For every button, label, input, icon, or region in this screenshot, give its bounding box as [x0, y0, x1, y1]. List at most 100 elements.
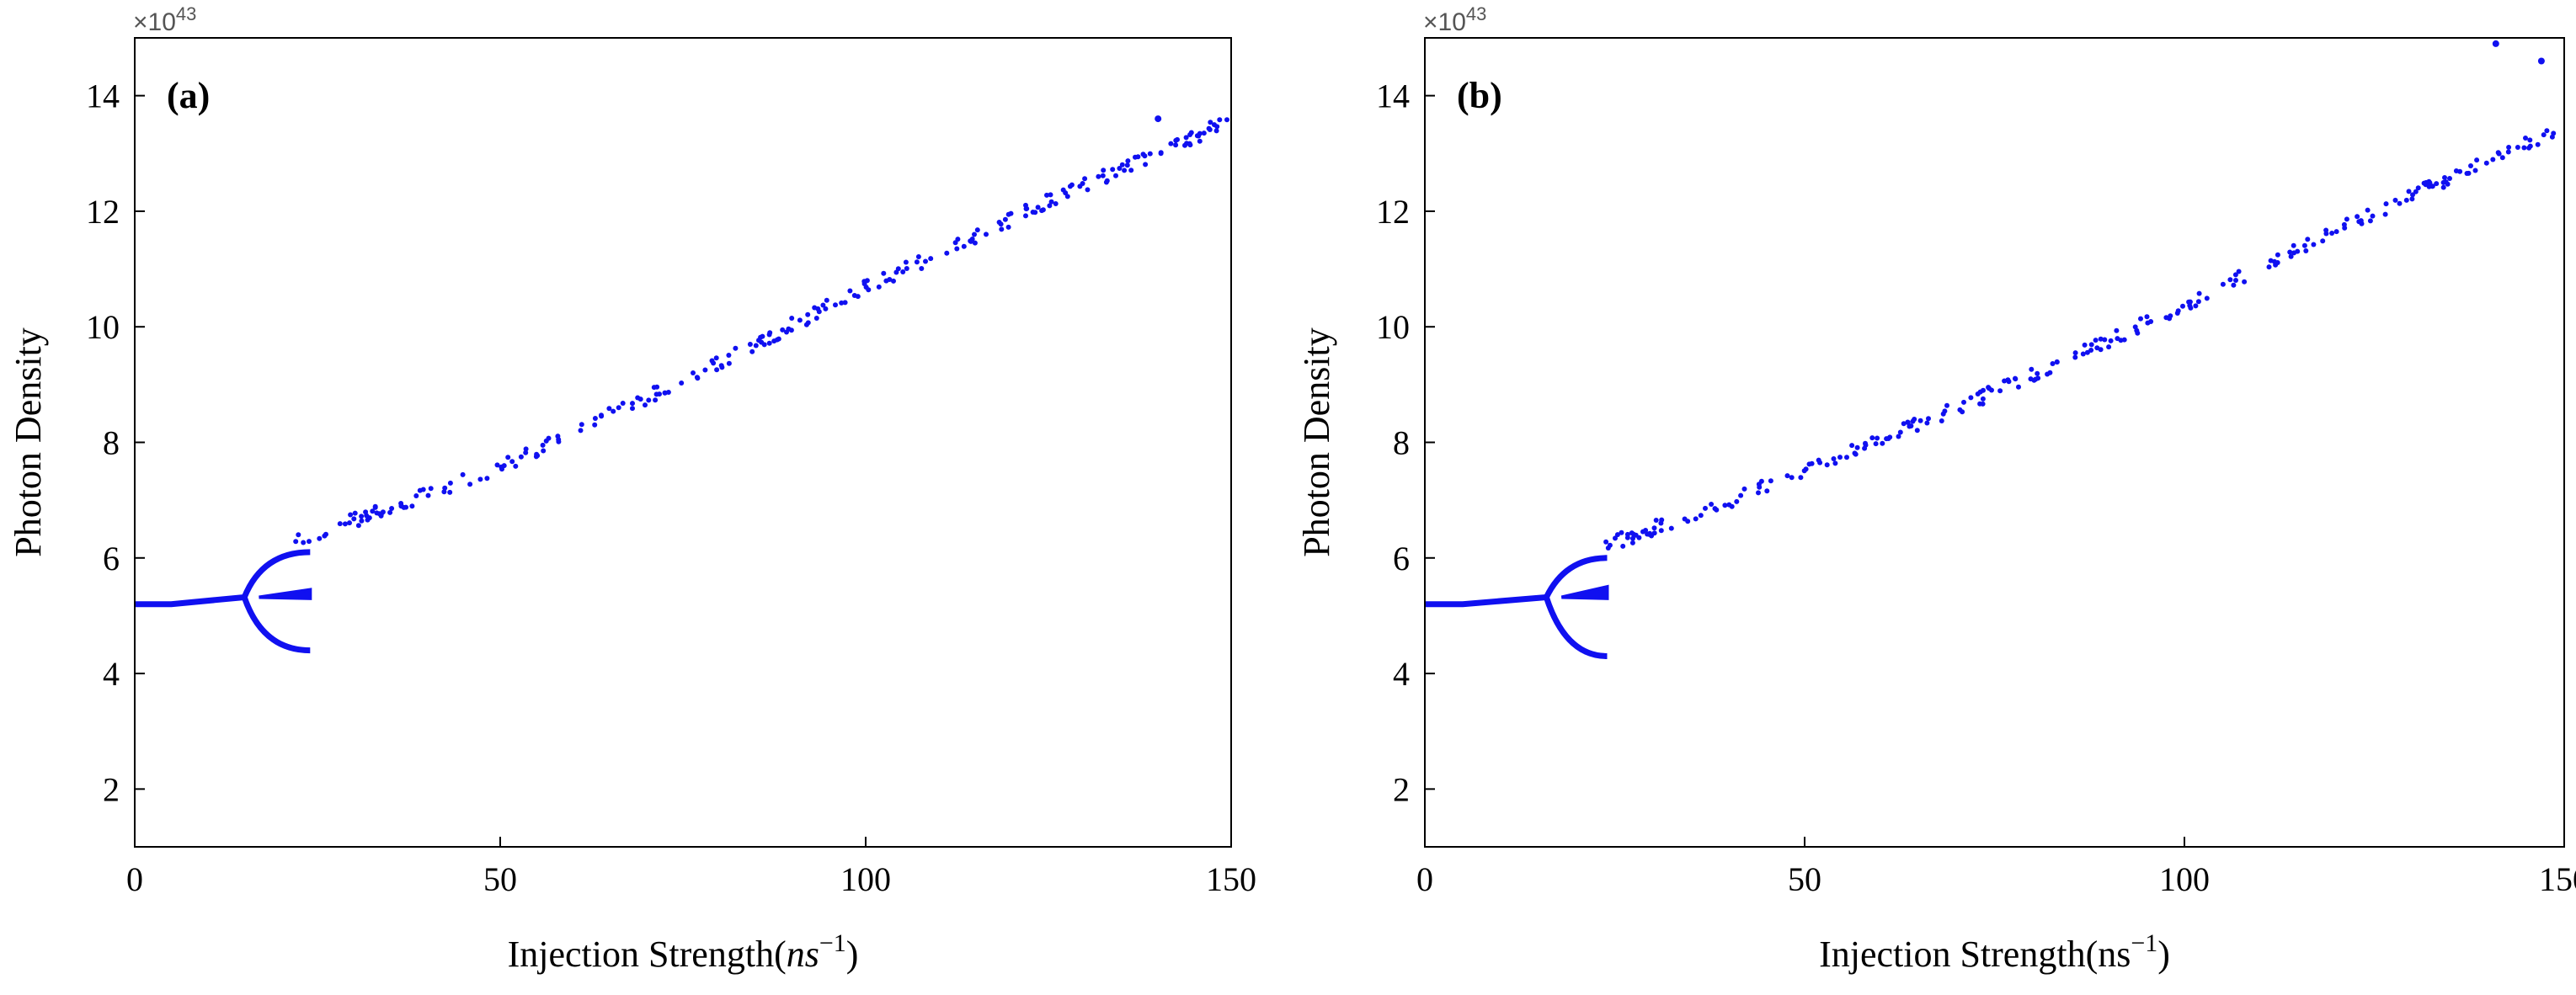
data-point: [450, 0, 455, 3]
data-point: [525, 0, 531, 3]
data-point: [920, 0, 925, 3]
data-point: [2072, 350, 2078, 356]
data-point: [2034, 0, 2039, 3]
data-point: [973, 0, 978, 3]
data-point: [2423, 0, 2428, 3]
data-point: [1817, 0, 1822, 3]
data-point: [2285, 0, 2291, 3]
data-point: [628, 0, 633, 3]
data-point: [723, 0, 728, 3]
data-point: [1621, 0, 1626, 3]
data-point: [2265, 0, 2270, 3]
data-point: [2256, 0, 2261, 3]
data-point: [828, 0, 833, 3]
data-point: [2124, 0, 2129, 3]
data-point: [680, 0, 685, 3]
y-tick-label: 4: [103, 655, 120, 693]
data-point: [670, 0, 675, 3]
data-point: [324, 0, 329, 3]
data-point: [1729, 503, 1735, 509]
data-point: [465, 0, 470, 3]
data-point: [1064, 0, 1069, 3]
data-point: [2031, 0, 2036, 3]
data-point: [1629, 540, 1635, 545]
data-point: [819, 0, 824, 3]
y-axis-title: Photon Density: [1296, 327, 1337, 557]
data-point: [2029, 0, 2034, 3]
data-point: [1105, 0, 1110, 3]
data-point: [2461, 0, 2467, 3]
data-point: [2430, 0, 2435, 3]
data-point: [2465, 0, 2470, 3]
data-point: [358, 0, 363, 3]
data-point: [2051, 0, 2056, 3]
data-point: [846, 0, 851, 3]
data-point: [1183, 135, 1189, 141]
data-point: [1129, 0, 1134, 3]
data-point: [912, 0, 917, 3]
data-point: [743, 0, 748, 3]
data-point: [1776, 0, 1781, 3]
data-point: [926, 0, 931, 3]
data-point: [477, 0, 483, 3]
data-point: [695, 375, 701, 381]
data-point: [1753, 0, 1758, 3]
data-point: [2441, 0, 2446, 3]
data-point: [1062, 0, 1067, 3]
data-point: [1157, 0, 1162, 3]
data-point: [2337, 0, 2342, 3]
data-point: [2259, 0, 2264, 3]
data-point: [1746, 0, 1751, 3]
data-point: [2275, 252, 2280, 258]
data-point: [2366, 0, 2371, 3]
data-point: [349, 0, 355, 3]
data-point: [2495, 0, 2500, 3]
data-point: [2538, 0, 2543, 3]
data-point: [369, 0, 374, 3]
data-point: [2371, 0, 2376, 3]
data-point: [648, 0, 653, 3]
data-point: [457, 0, 462, 3]
data-point: [2527, 0, 2532, 3]
data-point: [846, 0, 851, 3]
data-point: [2173, 0, 2179, 3]
data-point: [2179, 0, 2184, 3]
data-point: [295, 0, 300, 3]
data-point: [1660, 0, 1665, 3]
data-point: [2270, 0, 2275, 3]
data-point: [1127, 0, 1132, 3]
data-point: [445, 0, 450, 3]
data-point: [765, 0, 770, 3]
data-point: [592, 416, 598, 421]
data-point: [2152, 0, 2157, 3]
data-point: [1126, 0, 1131, 3]
data-point: [2003, 0, 2008, 3]
data-point: [2138, 0, 2143, 3]
data-point: [1166, 0, 1171, 3]
data-point: [673, 0, 678, 3]
data-point: [400, 0, 405, 3]
data-point: [835, 0, 840, 3]
data-point: [712, 0, 717, 3]
data-point: [1802, 0, 1807, 3]
data-point: [883, 278, 889, 284]
data-point: [1123, 0, 1128, 3]
data-point: [2384, 0, 2389, 3]
data-point: [2337, 0, 2342, 3]
data-point: [2015, 0, 2020, 3]
data-point: [2147, 0, 2152, 3]
data-point: [797, 0, 803, 3]
data-point: [467, 0, 472, 3]
data-point: [954, 0, 959, 3]
data-point: [2447, 0, 2452, 3]
data-point: [1113, 173, 1118, 178]
data-point: [1997, 388, 2003, 394]
data-point: [1816, 0, 1821, 3]
data-point: [786, 0, 791, 3]
data-point: [641, 0, 646, 3]
data-point: [1850, 0, 1855, 3]
data-point: [1184, 0, 1189, 3]
data-point: [2095, 0, 2100, 3]
data-point: [2206, 0, 2211, 3]
data-point: [2205, 0, 2210, 3]
